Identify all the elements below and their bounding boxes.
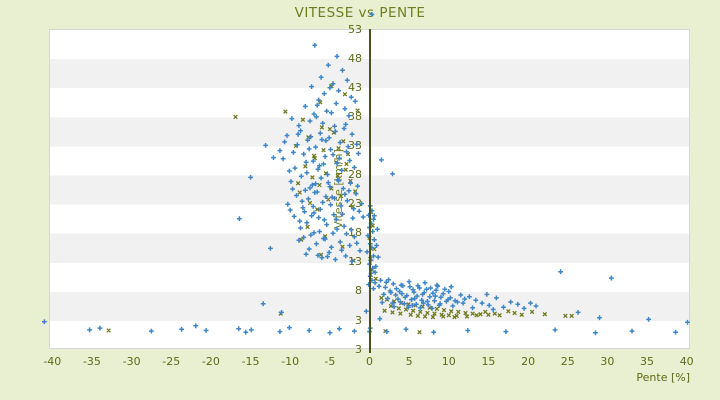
x-tick-label: -5 [324,355,336,368]
x-tick-label: 15 [481,355,496,368]
x-tick-label: -10 [281,355,300,368]
scatter-points-layer [42,12,690,336]
x-tick-label: 20 [521,355,536,368]
y-tick-label: 23 [348,197,362,211]
x-tick-label: -40 [43,355,62,368]
x-tick-label: 40 [679,355,694,368]
y-tick-label: 43 [348,80,362,94]
y-tick-label: 38 [348,109,362,123]
x-tick-label: -15 [241,355,260,368]
chart-title: VITESSE vs PENTE [294,5,426,21]
y-tick-label: 3 [355,313,362,327]
x-tick-label: -20 [201,355,220,368]
zero-axis-line [369,29,371,353]
x-tick-label: 10 [441,355,456,368]
blue-series-points [42,12,690,336]
x-tick-label: -35 [82,355,101,368]
x-tick-label: 0 [366,355,373,368]
y-axis-min-label: 3 [355,342,362,356]
y-tick-label: 48 [348,51,362,65]
y-tick-label: 28 [348,168,362,181]
x-tick-label: 5 [405,355,413,368]
x-tick-label: 30 [600,355,615,368]
olive-series-points [106,83,574,335]
y-tick-label: 53 [348,22,362,36]
x-tick-label: -25 [162,355,181,368]
y-tick-label: 33 [348,138,362,152]
x-tick-label: 25 [560,355,575,368]
y-tick-label: 8 [355,284,362,298]
x-axis-title: Pente [%] [636,371,690,384]
x-tick-label: 35 [640,355,655,368]
x-tick-label: -30 [122,355,141,368]
